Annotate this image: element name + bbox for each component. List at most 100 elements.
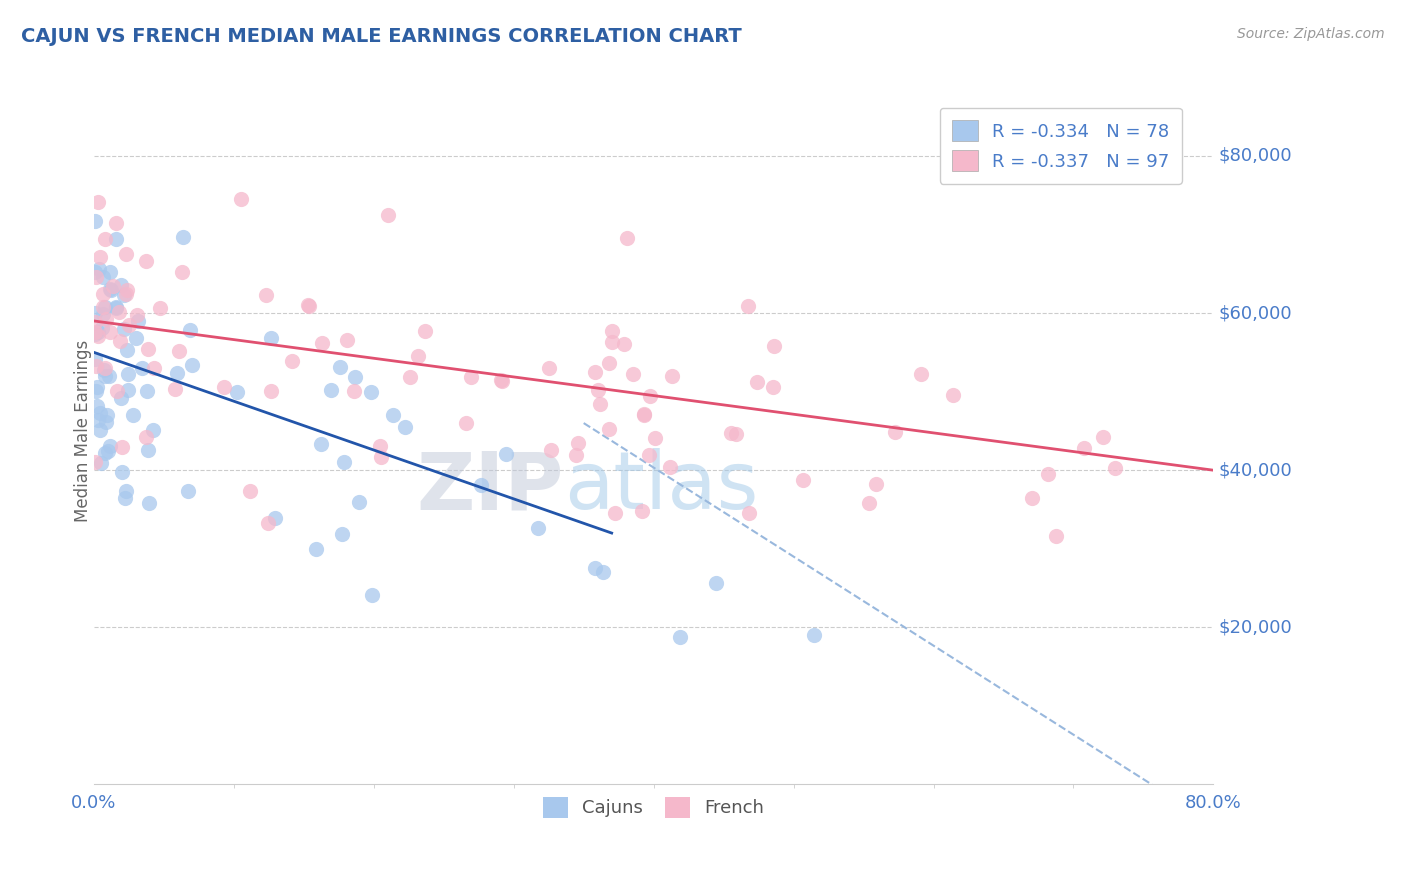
Point [377, 208, 399, 222]
Point [91, 287, 114, 301]
Point [382, 408, 405, 422]
Point [803, 628, 825, 642]
Point [737, 299, 759, 313]
Point [309, 436, 332, 450]
Point [86, 380, 108, 394]
Point [586, 383, 609, 397]
Point [661, 368, 683, 383]
Point [297, 298, 319, 312]
Point [117, 383, 139, 397]
Point [360, 384, 382, 399]
Point [176, 483, 198, 498]
Point [1073, 441, 1095, 455]
Point [111, 440, 134, 454]
Point [87, 326, 110, 340]
Point [942, 388, 965, 402]
Point [631, 504, 654, 518]
Point [105, 300, 128, 314]
Point [565, 449, 588, 463]
Point [89, 423, 111, 437]
Point [257, 516, 280, 530]
Point [89, 250, 111, 264]
Point [167, 344, 190, 359]
Point [231, 192, 253, 206]
Point [100, 284, 122, 298]
Text: $80,000: $80,000 [1219, 147, 1292, 165]
Point [527, 521, 550, 535]
Point [89, 262, 111, 277]
Point [537, 361, 560, 376]
Point [142, 424, 165, 438]
Point [112, 288, 135, 302]
Point [149, 301, 172, 316]
Point [117, 367, 139, 381]
Point [97, 368, 120, 383]
Point [104, 216, 127, 230]
Point [910, 367, 932, 381]
Point [495, 447, 517, 461]
Point [669, 631, 692, 645]
Point [311, 335, 333, 350]
Point [567, 436, 589, 450]
Point [127, 308, 149, 322]
Point [603, 506, 626, 520]
Point [747, 375, 769, 389]
Point [212, 380, 235, 394]
Point [281, 353, 304, 368]
Point [91, 321, 114, 335]
Point [104, 301, 127, 316]
Point [470, 477, 492, 491]
Point [136, 384, 159, 398]
Y-axis label: Median Male Earnings: Median Male Earnings [75, 340, 91, 522]
Point [117, 283, 139, 297]
Point [84, 384, 107, 398]
Point [344, 370, 367, 384]
Point [94, 232, 117, 246]
Point [330, 526, 353, 541]
Text: Source: ZipAtlas.com: Source: ZipAtlas.com [1237, 27, 1385, 41]
Point [254, 288, 277, 302]
Point [638, 389, 661, 403]
Text: $60,000: $60,000 [1219, 304, 1292, 322]
Point [98, 265, 121, 279]
Point [589, 397, 612, 411]
Point [260, 384, 283, 398]
Point [298, 299, 321, 313]
Point [336, 333, 359, 347]
Point [583, 365, 606, 379]
Point [89, 406, 111, 420]
Point [108, 305, 131, 319]
Point [84, 214, 107, 228]
Point [343, 384, 366, 399]
Point [305, 541, 328, 556]
Point [180, 359, 202, 373]
Point [858, 496, 880, 510]
Point [101, 279, 124, 293]
Point [1036, 467, 1059, 481]
Point [638, 448, 661, 462]
Point [86, 359, 108, 373]
Point [166, 366, 188, 380]
Text: CAJUN VS FRENCH MEDIAN MALE EARNINGS CORRELATION CHART: CAJUN VS FRENCH MEDIAN MALE EARNINGS COR… [21, 27, 742, 45]
Point [489, 373, 512, 387]
Point [633, 407, 655, 421]
Point [540, 442, 562, 457]
Point [94, 415, 117, 429]
Point [239, 483, 262, 498]
Text: ZIP: ZIP [416, 449, 564, 526]
Point [91, 307, 114, 321]
Point [110, 277, 132, 292]
Point [110, 334, 132, 348]
Point [170, 265, 193, 279]
Point [399, 370, 422, 384]
Point [724, 426, 747, 441]
Point [865, 477, 887, 491]
Point [87, 329, 110, 343]
Point [644, 431, 666, 445]
Point [131, 361, 153, 376]
Point [97, 444, 120, 458]
Point [621, 367, 644, 381]
Point [84, 269, 107, 284]
Point [115, 287, 138, 301]
Point [84, 306, 107, 320]
